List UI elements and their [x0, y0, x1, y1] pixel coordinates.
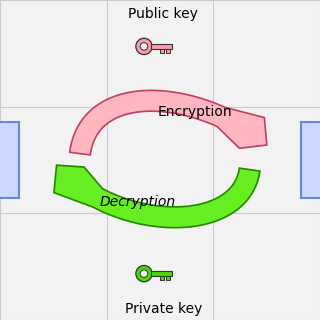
FancyBboxPatch shape	[160, 276, 164, 280]
FancyBboxPatch shape	[160, 49, 164, 53]
FancyBboxPatch shape	[150, 271, 172, 276]
FancyBboxPatch shape	[166, 49, 170, 53]
Polygon shape	[54, 165, 260, 228]
Text: Decryption: Decryption	[100, 195, 176, 209]
FancyBboxPatch shape	[301, 122, 320, 198]
Circle shape	[140, 43, 148, 50]
Circle shape	[136, 38, 152, 55]
Text: Private key: Private key	[124, 302, 202, 316]
Text: Encryption: Encryption	[158, 105, 233, 119]
Circle shape	[136, 266, 152, 282]
Circle shape	[140, 270, 148, 277]
FancyBboxPatch shape	[0, 122, 19, 198]
Polygon shape	[70, 91, 267, 155]
Text: Public key: Public key	[128, 7, 198, 21]
FancyBboxPatch shape	[150, 44, 172, 49]
FancyBboxPatch shape	[166, 276, 170, 280]
